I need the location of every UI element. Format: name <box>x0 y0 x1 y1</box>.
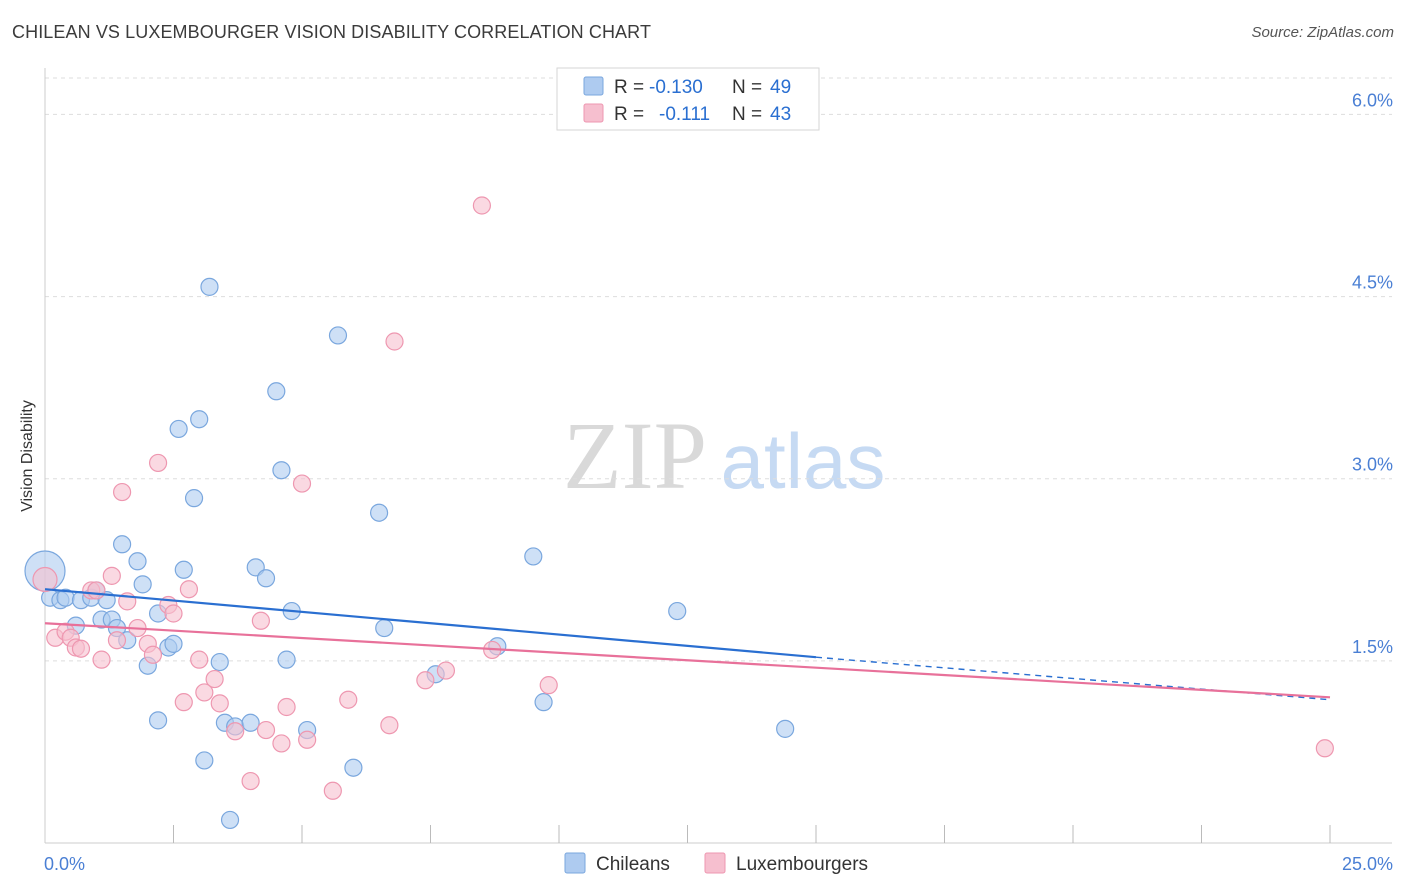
chileans-point <box>524 547 543 566</box>
chileans-point <box>241 713 260 732</box>
y-tick-label: 4.5% <box>1352 273 1393 293</box>
watermark: ZIP atlas <box>563 402 885 509</box>
chileans-point <box>344 758 363 777</box>
chileans-point <box>148 711 168 730</box>
luxembourgers-point <box>112 482 132 502</box>
legend-lux-swatch <box>583 103 604 123</box>
luxembourgers-point <box>190 650 209 669</box>
legend-lux-r-value: -0.111 <box>659 104 710 125</box>
luxembourgers-point <box>148 453 168 473</box>
chileans-point <box>174 560 193 579</box>
y-tick-label: 1.5% <box>1352 637 1393 657</box>
luxembourgers-point <box>32 566 58 593</box>
chileans-point <box>200 277 219 296</box>
luxembourgers-point <box>92 650 111 669</box>
luxembourgers-point <box>277 697 296 717</box>
legend-chileans-n-label: N = <box>732 77 762 98</box>
x-tick-label-max: 25.0% <box>1342 854 1393 874</box>
legend-bottom-lux-swatch <box>704 852 726 874</box>
luxembourgers-point <box>380 716 399 735</box>
chileans-point <box>220 810 240 830</box>
luxembourgers-point <box>102 566 121 585</box>
luxembourgers-point <box>205 669 224 689</box>
chileans-point <box>267 382 286 401</box>
luxembourgers-point <box>472 196 491 215</box>
x-tick-label-min: 0.0% <box>44 854 85 874</box>
grid-lines <box>45 77 1392 662</box>
axes <box>44 68 1392 844</box>
chileans-point <box>210 652 229 672</box>
luxembourgers-point <box>210 694 229 713</box>
legend-chileans-r-label: R = <box>614 77 644 98</box>
luxembourgers-point <box>107 631 127 650</box>
chileans-point <box>328 326 348 345</box>
watermark-atlas: atlas <box>721 417 886 505</box>
chileans-point <box>112 535 132 554</box>
chileans-point <box>190 410 209 429</box>
legend-chileans-r-value: -0.130 <box>649 77 703 98</box>
source-note: Source: ZipAtlas.com <box>1251 24 1394 41</box>
luxembourgers-point <box>1315 739 1334 758</box>
chileans-point <box>776 719 795 738</box>
chileans-trend-line <box>44 588 817 659</box>
luxembourgers-point <box>539 676 558 695</box>
series-legend: Chileans Luxembourgers <box>564 852 868 875</box>
legend-bottom-lux-label: Luxembourgers <box>736 854 868 875</box>
chileans-point <box>668 601 687 621</box>
legend-lux-n-label: N = <box>732 104 762 125</box>
tick-labels: 1.5% 3.0% 4.5% 6.0% 0.0% 25.0% <box>44 90 1393 874</box>
y-tick-label: 6.0% <box>1352 90 1393 110</box>
trend-lines <box>44 588 1331 701</box>
y-tick-label: 3.0% <box>1352 455 1393 475</box>
luxembourgers-trend-line <box>44 622 1331 699</box>
luxembourgers-point <box>179 580 199 599</box>
luxembourgers-point <box>436 661 456 680</box>
chileans-point <box>195 751 214 770</box>
legend-lux-r-label: R = <box>614 104 644 125</box>
chileans-point <box>375 618 394 638</box>
luxembourgers-point <box>87 581 106 600</box>
legend-bottom-chileans-swatch <box>564 852 586 874</box>
luxembourgers-point <box>164 604 183 623</box>
chileans-point <box>277 650 296 669</box>
luxembourgers-point <box>416 671 435 690</box>
chileans-point <box>128 552 147 571</box>
luxembourgers-point <box>292 474 312 493</box>
luxembourgers-point <box>339 690 358 709</box>
chileans-point <box>370 503 389 522</box>
chileans-point <box>184 489 204 508</box>
chileans-point <box>534 693 553 712</box>
luxembourgers-point <box>71 639 91 658</box>
luxembourgers-point <box>385 332 404 351</box>
legend-lux-n-value: 43 <box>770 104 791 125</box>
chileans-point <box>272 461 291 480</box>
data-points <box>24 196 1334 830</box>
correlation-legend: R = -0.130 N = 49 R = -0.111 N = 43 <box>556 67 820 131</box>
watermark-zip: ZIP <box>563 402 707 509</box>
chileans-point <box>164 634 183 653</box>
luxembourgers-point <box>241 771 260 791</box>
luxembourgers-point <box>256 720 276 740</box>
luxembourgers-point <box>195 683 214 702</box>
legend-chileans-swatch <box>583 76 604 96</box>
chileans-point <box>169 419 188 439</box>
chileans-point <box>133 575 152 594</box>
luxembourgers-point <box>174 693 193 712</box>
luxembourgers-point <box>226 722 245 741</box>
luxembourgers-point <box>298 730 317 749</box>
legend-chileans-n-value: 49 <box>770 77 791 98</box>
luxembourgers-point <box>272 734 291 753</box>
chileans-point <box>256 569 276 588</box>
chart-title: CHILEAN VS LUXEMBOURGER VISION DISABILIT… <box>12 22 652 42</box>
luxembourgers-point <box>143 645 163 664</box>
luxembourgers-point <box>251 611 270 630</box>
y-axis-label: Vision Disability <box>19 400 36 512</box>
luxembourgers-point <box>323 781 342 800</box>
legend-bottom-chileans-label: Chileans <box>596 854 670 875</box>
